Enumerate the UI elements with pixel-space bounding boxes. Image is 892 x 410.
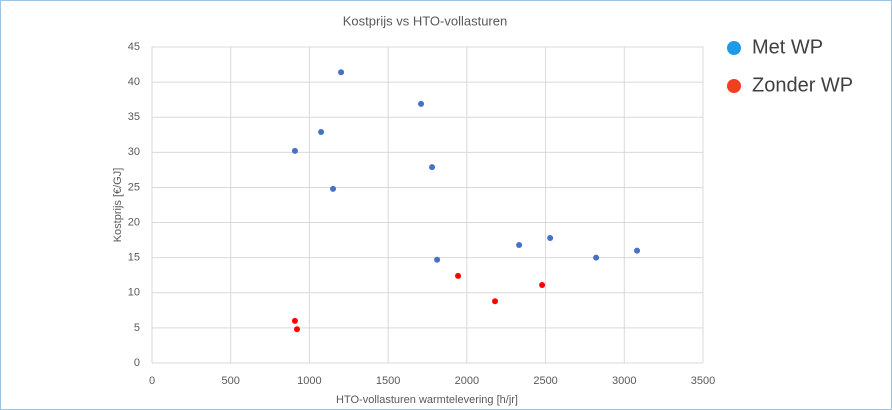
point [293,326,300,333]
y-tick-label: 5 [134,322,140,334]
point [547,235,554,242]
x-tick-label: 3000 [612,375,636,387]
point [539,282,546,289]
point [291,147,298,154]
point [516,242,523,249]
point [593,254,600,261]
point [492,298,499,305]
legend-label: Zonder WP [752,74,853,96]
legend-marker [727,41,741,55]
point [434,256,441,263]
point [418,100,425,107]
legend-marker [727,79,741,93]
point [429,164,436,171]
y-tick-label: 30 [128,146,140,158]
y-tick-label: 40 [128,76,140,88]
x-tick-label: 2000 [455,375,479,387]
point [330,185,337,192]
y-tick-label: 0 [134,357,140,369]
x-tick-label: 1000 [297,375,321,387]
point [455,272,462,279]
legend-label: Met WP [752,36,823,58]
x-tick-label: 3500 [691,375,715,387]
point [634,247,641,254]
y-tick-label: 10 [128,287,140,299]
x-tick-label: 0 [149,375,155,387]
y-tick-label: 15 [128,252,140,264]
chart-title: Kostprijs vs HTO-vollasturen [343,13,507,28]
point [338,69,345,76]
x-axis-label: HTO-vollasturen warmtelevering [h/jr] [336,394,518,406]
x-tick-label: 500 [222,375,240,387]
point [291,317,298,324]
point [318,128,325,135]
y-tick-label: 20 [128,216,140,228]
y-tick-label: 25 [128,181,140,193]
y-tick-label: 45 [128,41,140,53]
x-tick-label: 1500 [376,375,400,387]
y-axis-label: Kostprijs [€/GJ] [112,168,124,243]
y-tick-label: 35 [128,111,140,123]
x-tick-label: 2500 [533,375,557,387]
